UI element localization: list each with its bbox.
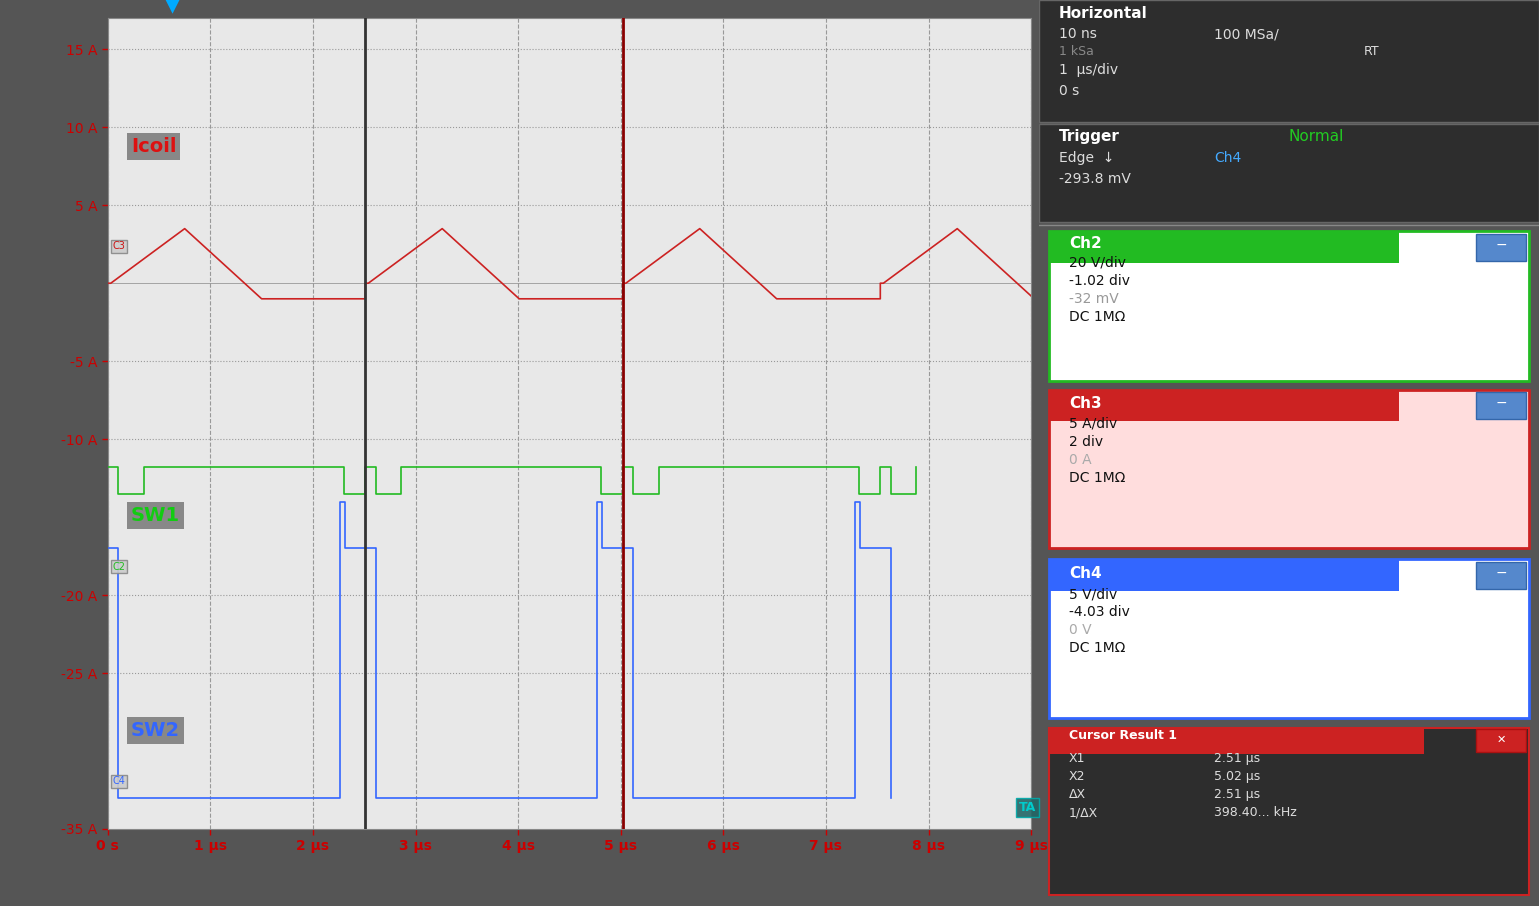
Text: Normal: Normal (1288, 129, 1344, 144)
Text: X1: X1 (1068, 752, 1085, 765)
Text: C4: C4 (112, 776, 125, 786)
Text: −: − (1496, 237, 1507, 252)
Text: -293.8 mV: -293.8 mV (1059, 172, 1131, 186)
Text: 0 s: 0 s (1059, 84, 1079, 98)
Bar (1050, 390, 1399, 421)
Bar (1050, 390, 1528, 548)
Text: Trigger: Trigger (1059, 129, 1120, 144)
Text: SW2: SW2 (131, 721, 180, 739)
Text: SW1: SW1 (131, 506, 180, 525)
Bar (1476, 234, 1527, 261)
Text: −: − (1496, 396, 1507, 410)
Bar (1476, 392, 1527, 419)
Bar (1050, 559, 1528, 718)
Bar (1039, 0, 1539, 122)
Text: 2.51 μs: 2.51 μs (1214, 788, 1260, 801)
Bar (1050, 231, 1528, 381)
Text: ΔX: ΔX (1068, 788, 1087, 801)
Text: C3: C3 (112, 241, 125, 251)
Text: RT: RT (1364, 45, 1379, 58)
Text: TA: TA (1019, 801, 1036, 814)
Bar (1039, 124, 1539, 222)
Text: Cursor Result 1: Cursor Result 1 (1068, 729, 1177, 742)
Text: 2 div: 2 div (1068, 435, 1103, 448)
Text: 0 A: 0 A (1068, 453, 1091, 467)
Text: Ch3: Ch3 (1068, 396, 1102, 411)
Bar (1050, 728, 1528, 895)
Text: 1 kSa: 1 kSa (1059, 45, 1094, 58)
Text: ✕: ✕ (1497, 735, 1507, 746)
Bar (1476, 729, 1527, 752)
Text: DC 1MΩ: DC 1MΩ (1068, 310, 1125, 323)
Text: DC 1MΩ: DC 1MΩ (1068, 471, 1125, 485)
Text: 2.51 μs: 2.51 μs (1214, 752, 1260, 765)
Text: Icoil: Icoil (131, 137, 177, 156)
Text: C2: C2 (112, 562, 125, 572)
Text: 100 MSa/: 100 MSa/ (1214, 27, 1279, 41)
Bar (1050, 559, 1399, 591)
Text: Horizontal: Horizontal (1059, 6, 1148, 22)
Text: DC 1MΩ: DC 1MΩ (1068, 641, 1125, 655)
Bar (1050, 727, 1424, 754)
Text: 1/ΔX: 1/ΔX (1068, 806, 1099, 819)
Text: 10 ns: 10 ns (1059, 27, 1097, 41)
Text: Edge  ↓: Edge ↓ (1059, 151, 1123, 165)
Text: 20 V/div: 20 V/div (1068, 255, 1127, 269)
Text: -4.03 div: -4.03 div (1068, 605, 1130, 619)
Text: 5.02 μs: 5.02 μs (1214, 770, 1260, 783)
Text: X2: X2 (1068, 770, 1085, 783)
Text: Ch4: Ch4 (1068, 566, 1102, 582)
Text: -32 mV: -32 mV (1068, 292, 1119, 305)
Text: 5 V/div: 5 V/div (1068, 587, 1117, 601)
Text: 5 A/div: 5 A/div (1068, 417, 1117, 430)
Text: 0 V: 0 V (1068, 623, 1091, 637)
Text: Ch4: Ch4 (1214, 151, 1240, 165)
Bar (1050, 231, 1399, 263)
Text: ▼: ▼ (163, 0, 182, 14)
Text: 398.40... kHz: 398.40... kHz (1214, 806, 1297, 819)
Text: −: − (1496, 565, 1507, 580)
Text: 1  μs/div: 1 μs/div (1059, 63, 1117, 77)
Bar (1476, 562, 1527, 589)
Text: -1.02 div: -1.02 div (1068, 274, 1130, 287)
Text: Ch2: Ch2 (1068, 236, 1102, 251)
